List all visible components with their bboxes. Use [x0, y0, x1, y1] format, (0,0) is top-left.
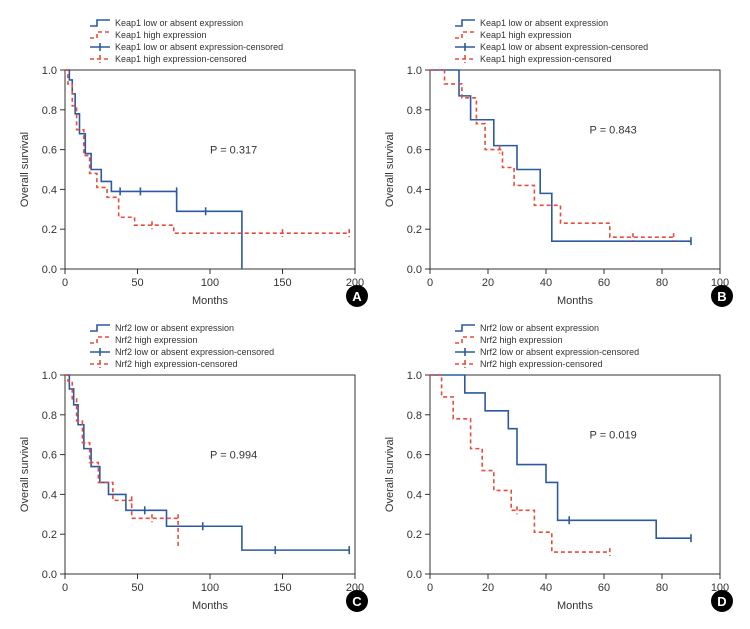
svg-text:0.4: 0.4: [407, 489, 422, 501]
svg-text:0.4: 0.4: [407, 184, 422, 196]
y-axis-label: Overall survival: [384, 132, 396, 207]
km-curve-low: [65, 375, 349, 550]
legend-low-censored: Keap1 low or absent expression-censored: [115, 42, 283, 52]
svg-text:50: 50: [131, 582, 143, 594]
svg-text:0.2: 0.2: [42, 224, 57, 236]
legend-low-censored: Nrf2 low or absent expression-censored: [115, 347, 274, 357]
p-value-text: P = 0.994: [210, 449, 257, 461]
km-curve-low: [65, 70, 242, 269]
svg-text:100: 100: [201, 277, 219, 289]
legend-high-censored: Nrf2 high expression-censored: [115, 359, 238, 369]
svg-text:20: 20: [482, 277, 494, 289]
legend-low: Nrf2 low or absent expression: [480, 323, 599, 333]
svg-text:60: 60: [598, 277, 610, 289]
legend-high: Keap1 high expression: [480, 30, 572, 40]
svg-text:0.0: 0.0: [407, 264, 422, 276]
svg-text:80: 80: [656, 277, 668, 289]
svg-text:40: 40: [540, 277, 552, 289]
chart-grid: 0501001502000.00.20.40.60.81.0MonthsOver…: [10, 10, 740, 619]
panel-badge-label: C: [352, 594, 362, 609]
p-value-text: P = 0.317: [210, 145, 257, 157]
legend-low: Keap1 low or absent expression: [480, 18, 608, 28]
svg-text:0.0: 0.0: [42, 569, 57, 581]
legend-high: Nrf2 high expression: [480, 335, 563, 345]
svg-text:0.6: 0.6: [42, 145, 57, 157]
svg-text:0.0: 0.0: [42, 264, 57, 276]
y-axis-label: Overall survival: [19, 436, 31, 511]
svg-text:0: 0: [427, 582, 433, 594]
km-chart-d: 0204060801000.00.20.40.60.81.0MonthsOver…: [375, 315, 740, 619]
x-axis-label: Months: [192, 600, 229, 612]
svg-text:0.8: 0.8: [42, 105, 57, 117]
svg-text:0.6: 0.6: [407, 449, 422, 461]
svg-text:0.6: 0.6: [42, 449, 57, 461]
svg-text:0: 0: [62, 277, 68, 289]
svg-text:0: 0: [427, 277, 433, 289]
km-chart-a: 0501001502000.00.20.40.60.81.0MonthsOver…: [10, 10, 375, 314]
svg-text:0.4: 0.4: [42, 184, 57, 196]
svg-text:150: 150: [273, 582, 291, 594]
svg-text:50: 50: [131, 277, 143, 289]
legend-low-censored: Keap1 low or absent expression-censored: [480, 42, 648, 52]
svg-text:1.0: 1.0: [42, 65, 57, 77]
km-curve-high: [65, 70, 349, 233]
svg-text:40: 40: [540, 582, 552, 594]
panel-c: 0501001502000.00.20.40.60.81.0MonthsOver…: [10, 315, 375, 620]
panel-b: 0204060801000.00.20.40.60.81.0MonthsOver…: [375, 10, 740, 315]
svg-text:60: 60: [598, 582, 610, 594]
svg-text:0.2: 0.2: [407, 224, 422, 236]
svg-text:1.0: 1.0: [407, 370, 422, 382]
p-value-text: P = 0.019: [590, 429, 637, 441]
legend-low-censored: Nrf2 low or absent expression-censored: [480, 347, 639, 357]
svg-text:0.8: 0.8: [407, 409, 422, 421]
km-curve-high: [430, 375, 610, 552]
panel-d: 0204060801000.00.20.40.60.81.0MonthsOver…: [375, 315, 740, 620]
legend-high-censored: Keap1 high expression-censored: [480, 54, 612, 64]
legend-high-censored: Nrf2 high expression-censored: [480, 359, 603, 369]
legend-high: Nrf2 high expression: [115, 335, 198, 345]
svg-text:0.8: 0.8: [42, 409, 57, 421]
panel-badge-label: A: [352, 289, 362, 304]
y-axis-label: Overall survival: [19, 132, 31, 207]
km-chart-b: 0204060801000.00.20.40.60.81.0MonthsOver…: [375, 10, 740, 314]
svg-text:0.4: 0.4: [42, 489, 57, 501]
p-value-text: P = 0.843: [590, 125, 637, 137]
svg-text:0.2: 0.2: [42, 529, 57, 541]
svg-text:0.0: 0.0: [407, 569, 422, 581]
svg-text:80: 80: [656, 582, 668, 594]
km-curve-high: [65, 375, 178, 546]
x-axis-label: Months: [557, 600, 594, 612]
svg-text:1.0: 1.0: [407, 65, 422, 77]
km-chart-c: 0501001502000.00.20.40.60.81.0MonthsOver…: [10, 315, 375, 619]
legend-high: Keap1 high expression: [115, 30, 207, 40]
svg-text:20: 20: [482, 582, 494, 594]
x-axis-label: Months: [557, 295, 594, 307]
legend-low: Nrf2 low or absent expression: [115, 323, 234, 333]
svg-text:100: 100: [201, 582, 219, 594]
x-axis-label: Months: [192, 295, 229, 307]
svg-text:1.0: 1.0: [42, 370, 57, 382]
svg-text:0: 0: [62, 582, 68, 594]
panel-badge-label: D: [717, 594, 726, 609]
y-axis-label: Overall survival: [384, 436, 396, 511]
svg-text:0.8: 0.8: [407, 105, 422, 117]
panel-badge-label: B: [717, 289, 726, 304]
legend-low: Keap1 low or absent expression: [115, 18, 243, 28]
svg-text:0.6: 0.6: [407, 145, 422, 157]
legend-high-censored: Keap1 high expression-censored: [115, 54, 247, 64]
svg-text:150: 150: [273, 277, 291, 289]
panel-a: 0501001502000.00.20.40.60.81.0MonthsOver…: [10, 10, 375, 315]
svg-text:0.2: 0.2: [407, 529, 422, 541]
km-curve-low: [430, 375, 691, 538]
